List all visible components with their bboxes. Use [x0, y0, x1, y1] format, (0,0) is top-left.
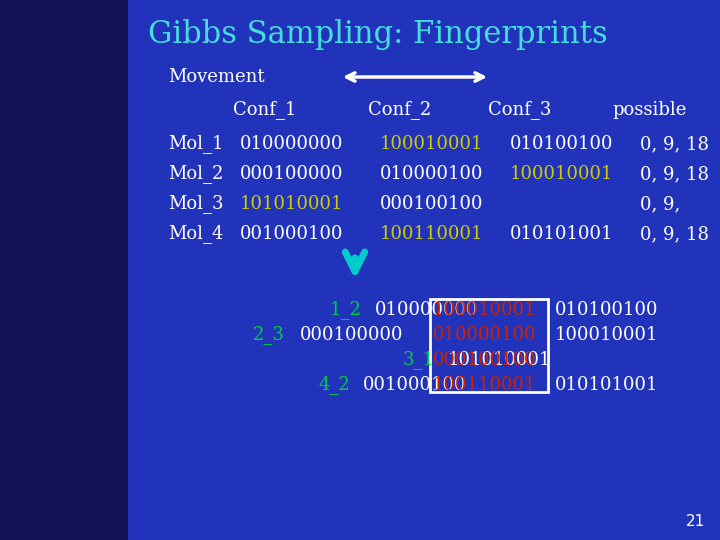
Text: 000100100: 000100100	[380, 195, 484, 213]
Bar	[0, 0, 128, 540]
Text: 010101001: 010101001	[555, 376, 659, 394]
Text: 000100100: 000100100	[433, 351, 536, 369]
Text: Gibbs Sampling: Fingerprints: Gibbs Sampling: Fingerprints	[148, 19, 608, 51]
Text: 010000000: 010000000	[240, 135, 343, 153]
Text: Conf_1: Conf_1	[233, 100, 297, 119]
Text: Mol_3: Mol_3	[168, 194, 223, 213]
Text: 1_2: 1_2	[330, 301, 362, 320]
Text: 010000000: 010000000	[375, 301, 479, 319]
Text: 100110001: 100110001	[433, 376, 536, 394]
Text: Conf_2: Conf_2	[369, 100, 431, 119]
Text: 0, 9,: 0, 9,	[640, 195, 680, 213]
Text: 010000100: 010000100	[433, 326, 536, 344]
Text: 2_3: 2_3	[253, 326, 285, 345]
Text: 4_2: 4_2	[318, 375, 350, 395]
Text: possible: possible	[613, 101, 687, 119]
Text: 000100000: 000100000	[300, 326, 403, 344]
Text: Movement: Movement	[168, 68, 265, 86]
Text: 100010001: 100010001	[510, 165, 613, 183]
Text: 001000100: 001000100	[240, 225, 343, 243]
Text: 21: 21	[685, 515, 705, 530]
Text: 0, 9, 18: 0, 9, 18	[640, 225, 709, 243]
Text: 010000100: 010000100	[380, 165, 484, 183]
Text: 010101001: 010101001	[510, 225, 613, 243]
Text: Mol_4: Mol_4	[168, 225, 223, 244]
Text: 010100100: 010100100	[510, 135, 613, 153]
Text: Conf_3: Conf_3	[488, 100, 552, 119]
Text: 100110001: 100110001	[380, 225, 484, 243]
Text: Mol_1: Mol_1	[168, 134, 223, 153]
Text: 100010001: 100010001	[433, 301, 536, 319]
Text: 3_1: 3_1	[403, 350, 435, 369]
Text: 000100000: 000100000	[240, 165, 343, 183]
Text: 0, 9, 18: 0, 9, 18	[640, 135, 709, 153]
Bar	[430, 299, 548, 392]
Text: 010100100: 010100100	[555, 301, 659, 319]
Text: 001000100: 001000100	[363, 376, 467, 394]
Text: 0, 9, 18: 0, 9, 18	[640, 165, 709, 183]
Text: Mol_2: Mol_2	[168, 165, 223, 184]
Text: 101010001: 101010001	[240, 195, 343, 213]
Text: 100010001: 100010001	[380, 135, 484, 153]
Text: 101010001: 101010001	[448, 351, 552, 369]
Text: 100010001: 100010001	[555, 326, 659, 344]
